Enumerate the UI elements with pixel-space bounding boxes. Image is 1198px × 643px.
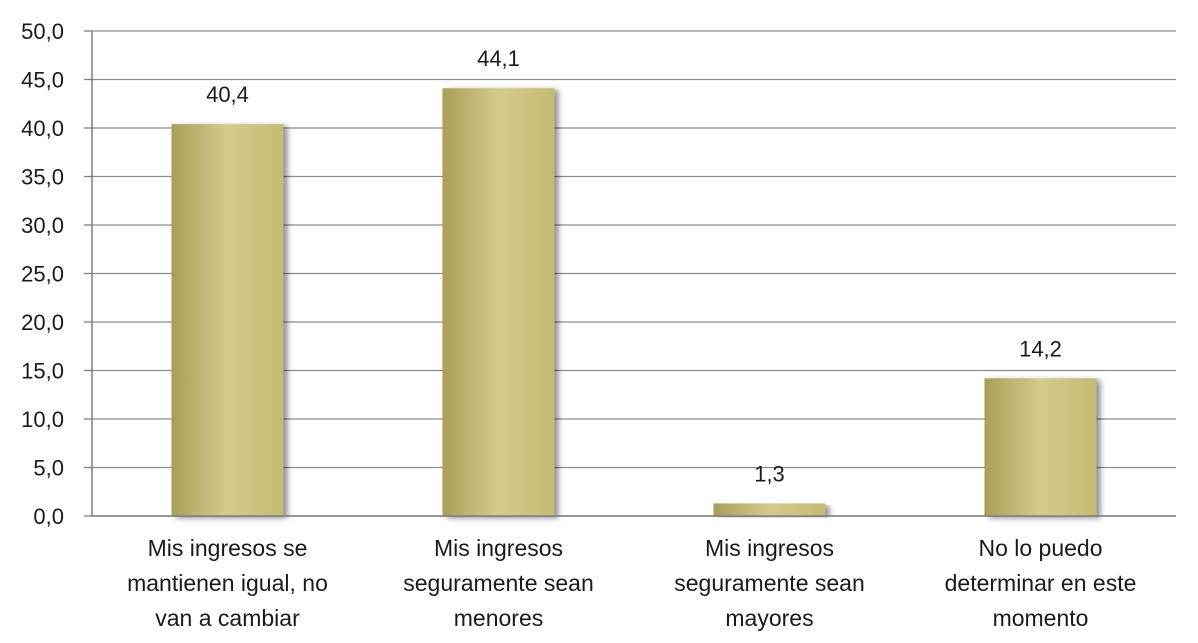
y-tick-label: 15,0 (21, 359, 64, 384)
data-labels: 40,4 44,1 1,3 14,2 (206, 46, 1062, 486)
y-tick-label: 5,0 (33, 456, 64, 481)
axes (84, 30, 1176, 517)
x-category-label-line: menores (454, 605, 543, 631)
x-category-label-line: Mis ingresos (705, 535, 834, 561)
bar (442, 88, 555, 516)
x-category-label-line: seguramente sean (674, 570, 865, 596)
y-tick-label: 25,0 (21, 262, 64, 287)
x-category-label: No lo puedo determinar en este momento (945, 535, 1137, 631)
bar (171, 124, 284, 517)
x-category-label: Mis ingresos seguramente sean mayores (674, 535, 865, 631)
x-category-label: Mis ingresos se mantienen igual, no van a … (127, 535, 328, 631)
x-axis-category-labels: Mis ingresos se mantienen igual, no van a … (127, 535, 1136, 631)
x-category-label-line: mantienen igual, no (127, 570, 328, 596)
y-axis-tick-labels: 0,0 5,0 10,0 15,0 20,0 25,0 30,0 35,0 40,0 45,0 50… (21, 19, 64, 529)
x-category-label-line: seguramente sean (403, 570, 594, 596)
bar (984, 378, 1097, 516)
y-tick-label: 0,0 (33, 504, 64, 529)
x-category-label-line: Mis ingresos se (148, 535, 308, 561)
data-label: 40,4 (206, 82, 249, 107)
x-category-label-line: van a cambiar (155, 605, 300, 631)
x-category-label-line: momento (993, 605, 1089, 631)
y-tick-label: 45,0 (21, 68, 64, 93)
y-tick-label: 20,0 (21, 310, 64, 335)
bar (713, 503, 826, 516)
y-tick-label: 30,0 (21, 213, 64, 238)
y-tick-label: 35,0 (21, 165, 64, 190)
x-category-label-line: determinar en este (945, 570, 1137, 596)
data-label: 1,3 (754, 461, 785, 486)
y-tick-label: 40,0 (21, 116, 64, 141)
data-label: 44,1 (477, 46, 520, 71)
y-tick-label: 50,0 (21, 19, 64, 44)
data-label: 14,2 (1019, 336, 1062, 361)
x-category-label-line: mayores (725, 605, 813, 631)
x-category-label-line: No lo puedo (978, 535, 1102, 561)
y-tick-label: 10,0 (21, 407, 64, 432)
x-category-label: Mis ingresos seguramente sean menores (403, 535, 594, 631)
x-category-label-line: Mis ingresos (434, 535, 563, 561)
bars (171, 88, 1097, 517)
